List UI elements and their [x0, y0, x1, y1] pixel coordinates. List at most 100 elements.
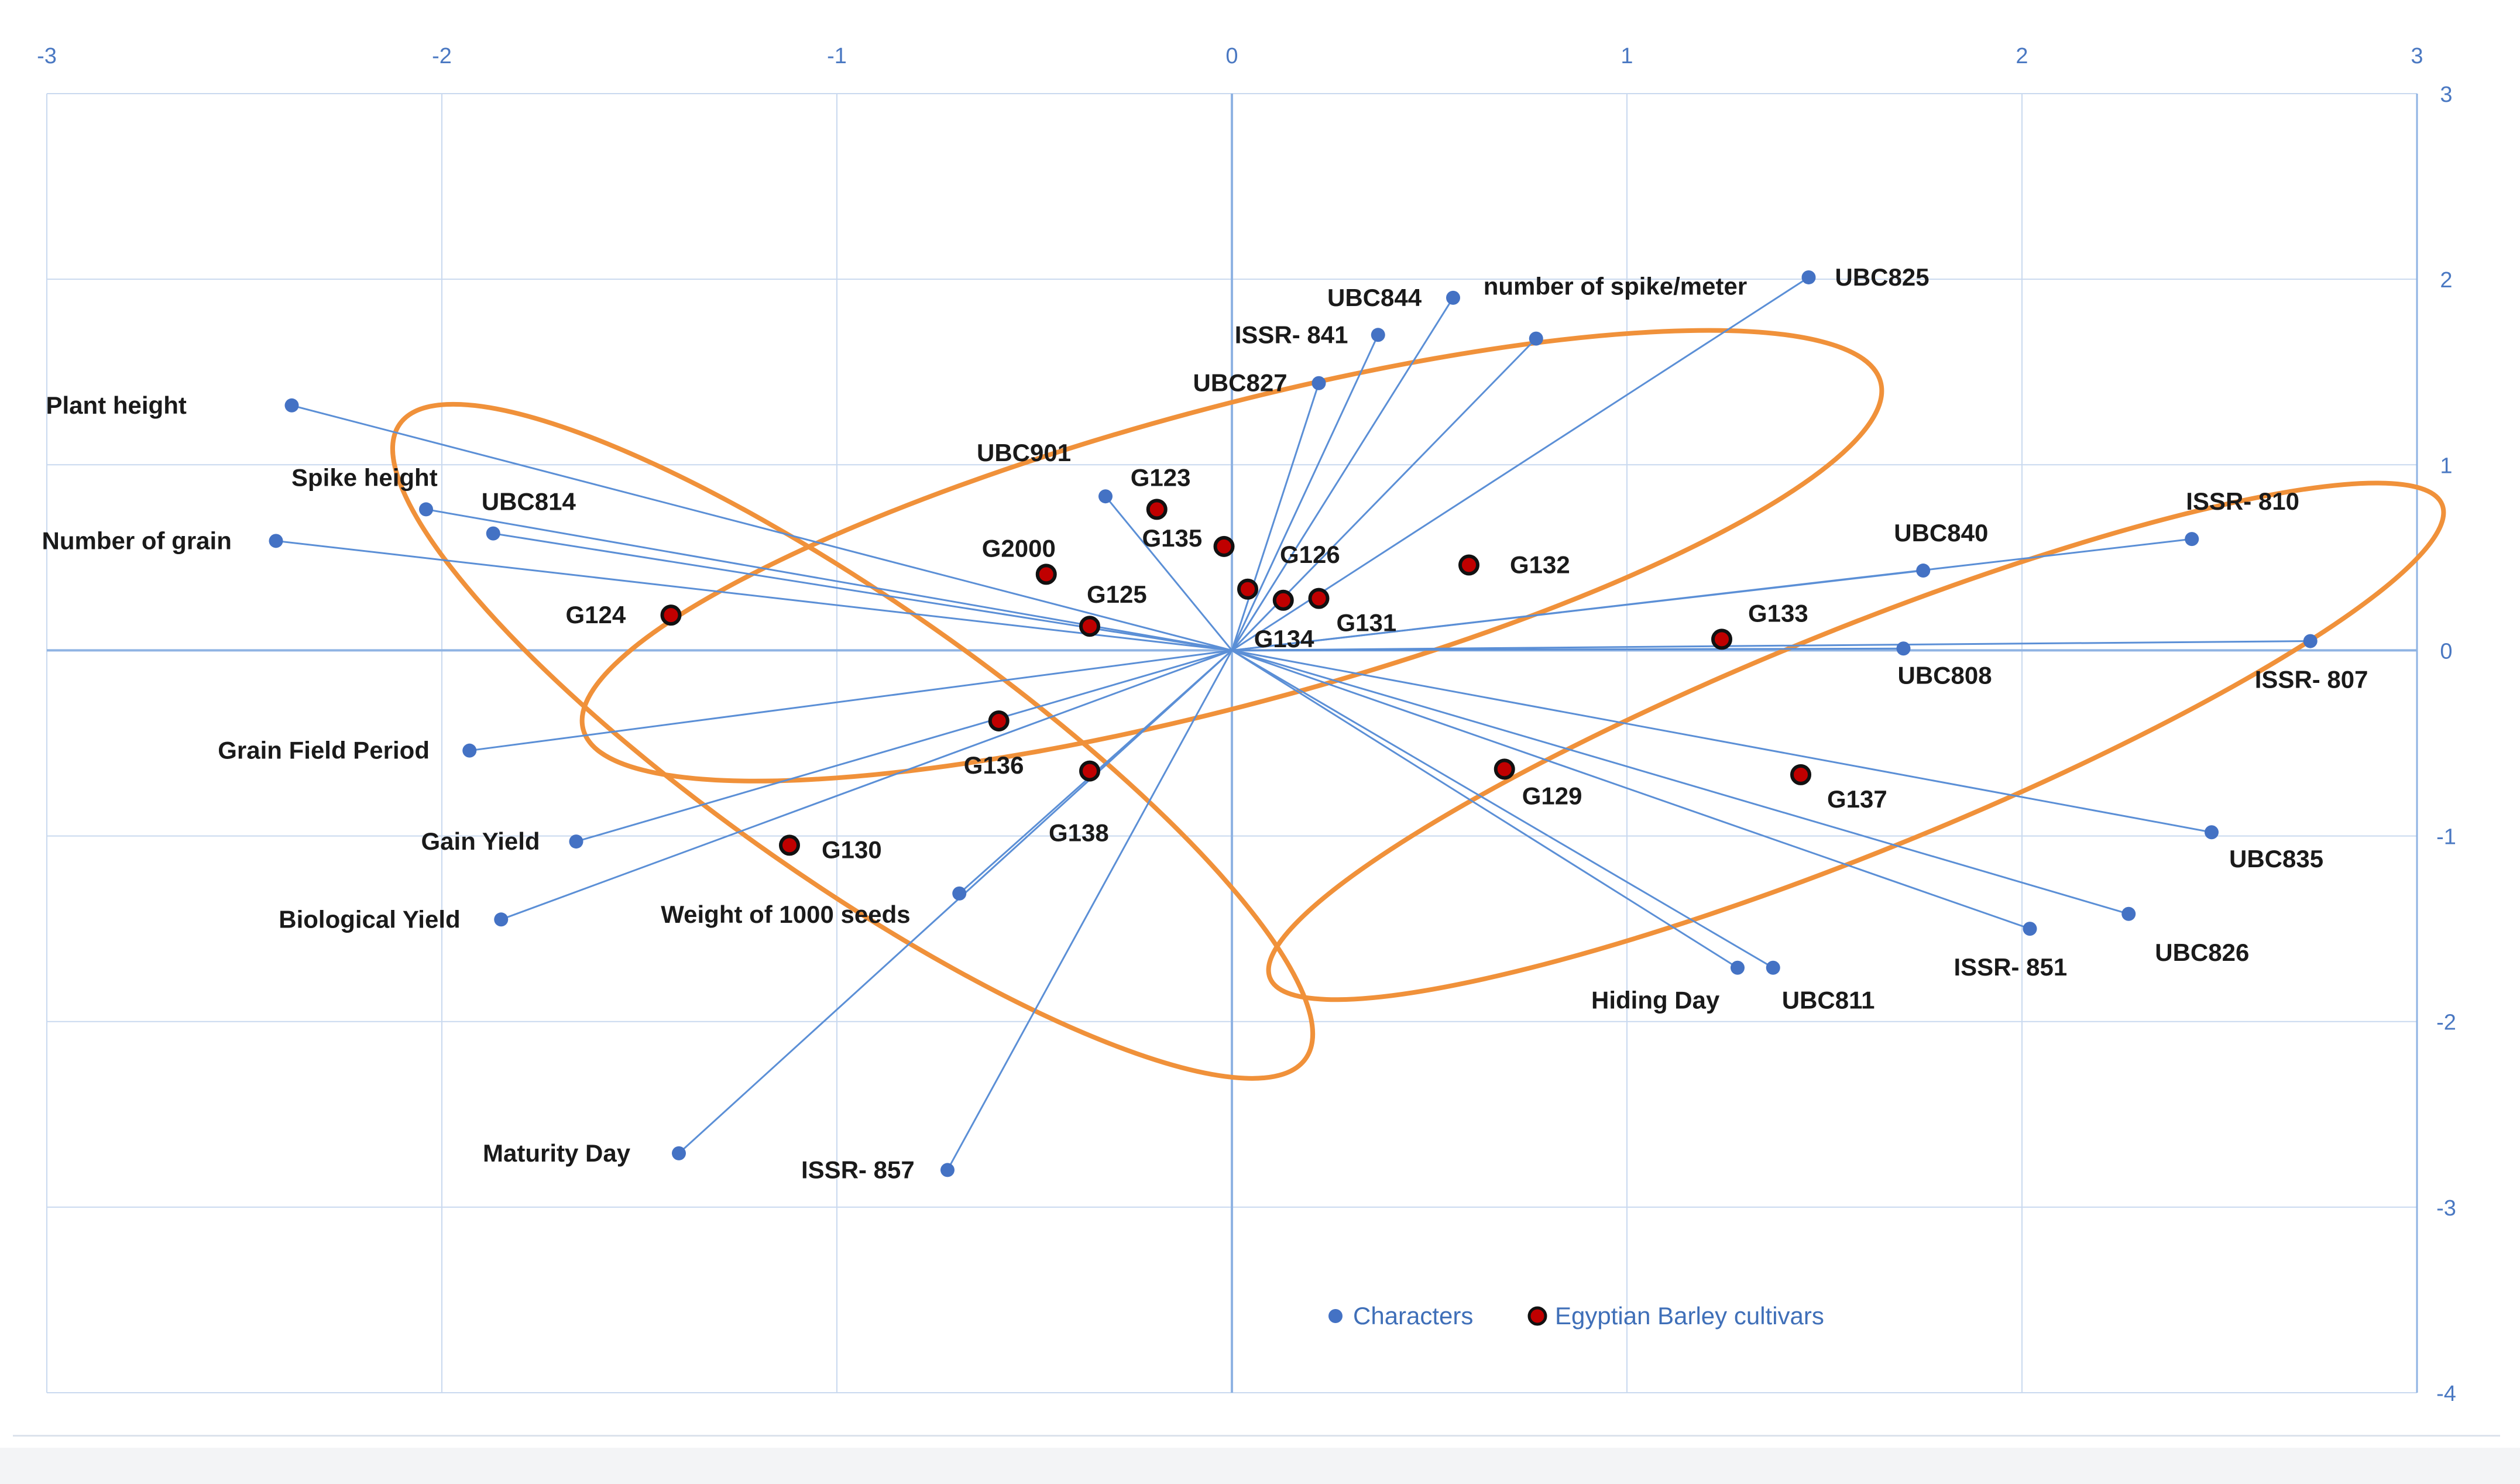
label-ubc840: UBC840 [1894, 519, 1988, 547]
label-ubc844: UBC844 [1327, 284, 1422, 311]
cultivar-point-g135 [1213, 535, 1235, 557]
label-number-of-spike-meter: number of spike/meter [1484, 273, 1747, 300]
vector-ubc826 [1231, 649, 2129, 915]
y-tick-label: 3 [2440, 83, 2452, 107]
ellipse-center-cluster [579, 328, 1884, 784]
label-ubc827: UBC827 [1193, 369, 1288, 397]
legend-label-characters: Characters [1353, 1302, 1473, 1330]
point-ubc825 [1801, 270, 1816, 284]
y-tick-label: -2 [2436, 1011, 2456, 1035]
label-ubc826: UBC826 [2155, 939, 2249, 966]
vector-hiding-day [1231, 650, 1738, 969]
x-tick-label: 0 [1225, 44, 1238, 68]
legend-label-cultivars: Egyptian Barley cultivars [1555, 1302, 1824, 1330]
vector-ubc825 [1231, 276, 1810, 651]
x-tick-label: 1 [1621, 44, 1633, 68]
label-issr-851: ISSR- 851 [1954, 953, 2068, 981]
point-grain-field-period [462, 743, 477, 758]
point-gain-yield [569, 834, 583, 849]
y-tick-label: 0 [2440, 639, 2452, 664]
vector-maturity-day [678, 650, 1233, 1154]
point-issr-810 [2185, 532, 2199, 547]
label-biological-yield: Biological Yield [279, 905, 460, 933]
point-issr-841 [1371, 328, 1385, 342]
x-tick-label: 3 [2411, 44, 2423, 68]
cultivar-point-g126 [1237, 578, 1258, 600]
point-number-of-grain [269, 534, 283, 548]
vector-gain-yield [576, 649, 1232, 843]
x-tick-label: -1 [827, 44, 847, 68]
label-g126: G126 [1280, 541, 1340, 568]
point-issr-807 [2303, 634, 2318, 648]
cultivar-point-g130 [779, 834, 800, 856]
label-weight-of-1000-seeds: Weight of 1000 seeds [661, 901, 910, 928]
vector-issr-851 [1231, 650, 2030, 930]
point-spike-height [419, 502, 433, 517]
point-weight-of-1000-seeds [952, 886, 967, 901]
label-g132: G132 [1510, 551, 1570, 579]
label-ubc811: UBC811 [1782, 987, 1875, 1014]
vector-ubc901 [1104, 496, 1233, 651]
y-tick-label: 1 [2440, 454, 2452, 478]
label-g129: G129 [1522, 782, 1582, 809]
label-gain-yield: Gain Yield [421, 827, 540, 855]
point-ubc826 [2121, 906, 2136, 921]
label-number-of-grain: Number of grain [42, 527, 232, 554]
point-ubc827 [1312, 376, 1326, 390]
label-hiding-day: Hiding Day [1591, 987, 1720, 1014]
label-g130: G130 [822, 836, 882, 863]
cultivar-point-g125 [1079, 616, 1100, 637]
label-grain-field-period: Grain Field Period [218, 737, 430, 764]
legend: Characters Egyptian Barley cultivars [1328, 1302, 1824, 1330]
label-g137: G137 [1827, 785, 1887, 813]
point-biological-yield [494, 912, 509, 927]
x-tick-label: -3 [37, 44, 57, 68]
cultivar-point-g129 [1494, 758, 1515, 780]
vector-issr-841 [1231, 334, 1379, 651]
label-ubc901: UBC901 [977, 439, 1071, 466]
ellipse-right-cluster [1266, 480, 2446, 1002]
label-g123: G123 [1131, 463, 1191, 491]
label-g133: G133 [1748, 599, 1808, 627]
cultivar-point-g2000 [1035, 564, 1057, 585]
vector-number-of-grain [276, 540, 1232, 651]
vector-issr-810 [1231, 538, 2192, 651]
point-ubc814 [486, 526, 500, 541]
label-layer: Plant height Spike height UBC814 Number of … [42, 263, 2368, 1183]
label-plant-height: Plant height [46, 391, 187, 419]
cultivar-point-g138 [1079, 760, 1100, 782]
point-ubc808 [1896, 641, 1911, 656]
legend-marker-cultivars [1527, 1306, 1547, 1326]
footer-strip [0, 1448, 2520, 1484]
vector-ubc814 [493, 533, 1232, 651]
vector-issr-857 [946, 650, 1233, 1171]
cultivar-point-g132 [1458, 554, 1479, 576]
cultivar-point-g124 [660, 604, 682, 626]
vector-ubc811 [1231, 650, 1774, 969]
legend-marker-characters [1328, 1309, 1343, 1323]
vector-ubc844 [1231, 297, 1454, 651]
vector-ubc827 [1231, 383, 1320, 651]
vector-spike-height [425, 508, 1232, 651]
vector-layer [276, 276, 2310, 1171]
point-layer [269, 270, 2318, 1177]
label-issr-857: ISSR- 857 [801, 1156, 915, 1183]
point-number-of-spike-meter [1529, 331, 1543, 346]
point-issr-851 [2023, 922, 2037, 936]
point-ubc901 [1098, 489, 1113, 504]
cultivar-point-g123 [1146, 499, 1168, 520]
vector-plant-height [291, 404, 1232, 651]
cultivar-point-g137 [1790, 764, 1811, 785]
label-g138: G138 [1049, 819, 1109, 847]
label-ubc835: UBC835 [2229, 845, 2323, 872]
label-g131: G131 [1337, 609, 1397, 637]
label-ubc814: UBC814 [482, 488, 576, 516]
vector-ubc835 [1231, 649, 2212, 833]
cultivar-point-g131 [1308, 588, 1330, 609]
tick-layer: -3 -2 -1 0 1 2 33 2 1 0 -1 -2 -3 -4 [37, 44, 2456, 1406]
point-ubc840 [1916, 564, 1931, 578]
y-tick-label: -3 [2436, 1196, 2456, 1221]
point-hiding-day [1731, 960, 1745, 975]
cultivar-point-g133 [1711, 628, 1732, 650]
